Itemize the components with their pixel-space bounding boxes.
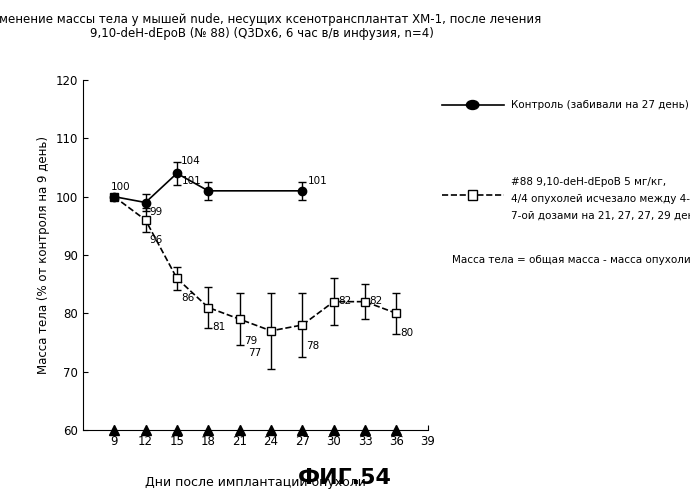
Text: 82: 82: [338, 296, 351, 306]
Text: 80: 80: [401, 328, 414, 338]
Text: ФИГ.54: ФИГ.54: [298, 468, 392, 487]
Text: 78: 78: [306, 342, 319, 351]
Text: 96: 96: [150, 234, 163, 244]
Text: 101: 101: [308, 176, 327, 186]
Text: 79: 79: [244, 336, 257, 345]
Text: Контроль (забивали на 27 день): Контроль (забивали на 27 день): [511, 100, 689, 110]
Text: Изменение массы тела у мышей nude, несущих ксенотрансплантат ХМ-1, после лечения: Изменение массы тела у мышей nude, несущ…: [0, 12, 541, 26]
Y-axis label: Масса тела (% от контроля на 9 день): Масса тела (% от контроля на 9 день): [37, 136, 50, 374]
Text: Масса тела = общая масса - масса опухоли: Масса тела = общая масса - масса опухоли: [452, 255, 690, 265]
Text: 100: 100: [111, 182, 130, 192]
Text: 81: 81: [213, 322, 226, 332]
Text: 101: 101: [182, 176, 202, 186]
Text: 9,10-deH-dEpoB (№ 88) (Q3Dx6, 6 час в/в инфузия, n=4): 9,10-deH-dEpoB (№ 88) (Q3Dx6, 6 час в/в …: [90, 28, 434, 40]
Text: 86: 86: [181, 293, 195, 303]
Text: 99: 99: [150, 207, 163, 217]
Text: 82: 82: [369, 296, 382, 306]
X-axis label: Дни после имплантации опухоли: Дни после имплантации опухоли: [145, 476, 366, 488]
Text: #88 9,10-deH-dEpoB 5 мг/кг,: #88 9,10-deH-dEpoB 5 мг/кг,: [511, 178, 666, 188]
Text: 77: 77: [248, 348, 262, 358]
Text: 4/4 опухолей исчезало между 4-ой и: 4/4 опухолей исчезало между 4-ой и: [511, 194, 690, 204]
Text: 104: 104: [181, 156, 201, 166]
Text: 7-ой дозами на 21, 27, 27, 29 день: 7-ой дозами на 21, 27, 27, 29 день: [511, 210, 690, 220]
